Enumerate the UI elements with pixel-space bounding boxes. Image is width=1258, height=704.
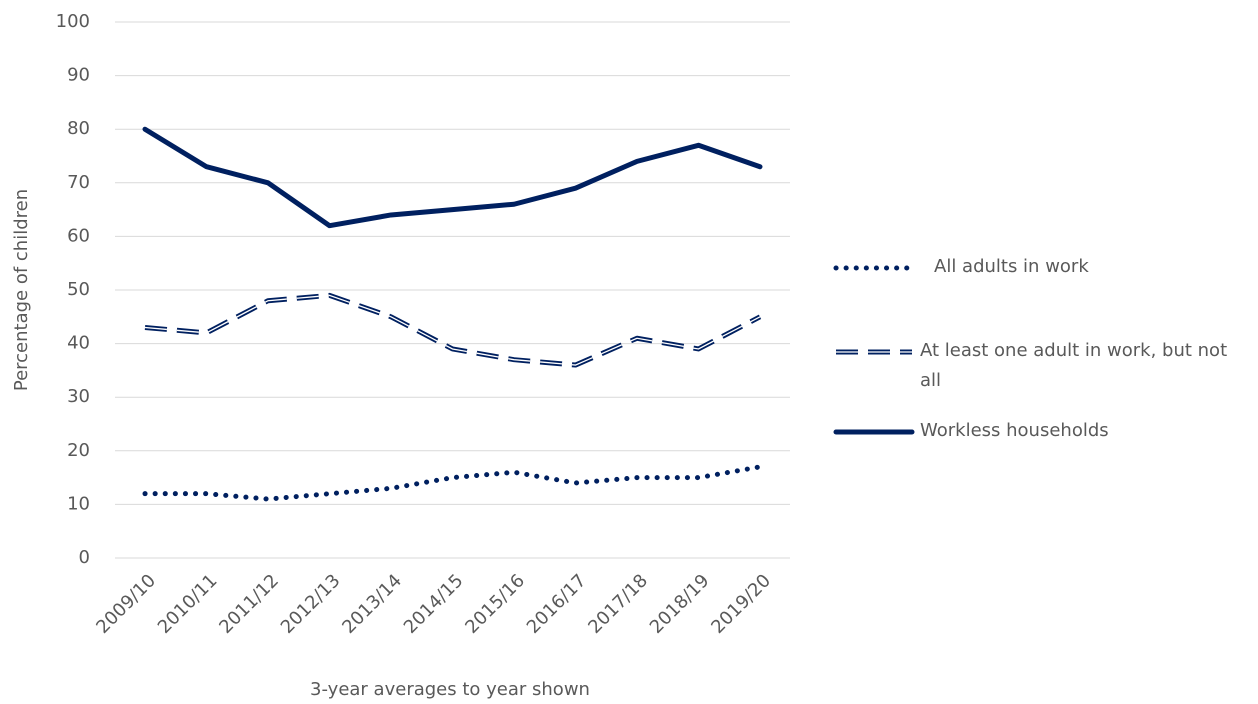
y-tick-label: 80 bbox=[67, 118, 90, 139]
legend-label: All adults in work bbox=[934, 256, 1089, 277]
x-axis-title: 3-year averages to year shown bbox=[310, 679, 590, 700]
y-tick-label: 70 bbox=[67, 172, 90, 193]
series-line bbox=[142, 126, 763, 229]
x-tick-label: 2010/11 bbox=[154, 570, 222, 638]
y-tick-label: 50 bbox=[67, 279, 90, 300]
x-tick-label: 2019/20 bbox=[707, 570, 775, 638]
y-tick-label: 100 bbox=[56, 11, 90, 32]
x-tick-label: 2018/19 bbox=[646, 570, 714, 638]
y-tick-label: 20 bbox=[67, 440, 90, 461]
y-tick-label: 0 bbox=[79, 547, 90, 568]
series-line bbox=[142, 464, 763, 502]
legend-label: At least one adult in work, but not all bbox=[920, 340, 1228, 391]
x-tick-label: 2012/13 bbox=[277, 570, 345, 638]
series-line bbox=[144, 292, 762, 368]
y-tick-label: 60 bbox=[67, 225, 90, 246]
y-tick-label: 90 bbox=[67, 65, 90, 86]
y-axis-title: Percentage of children bbox=[11, 189, 32, 391]
y-tick-label: 40 bbox=[67, 333, 90, 354]
x-tick-label: 2009/10 bbox=[92, 570, 160, 638]
series-line-inner bbox=[144, 294, 761, 366]
x-tick-label: 2014/15 bbox=[400, 570, 468, 638]
legend-label: Workless households bbox=[920, 420, 1109, 441]
y-tick-label: 30 bbox=[67, 386, 90, 407]
x-tick-label: 2013/14 bbox=[338, 570, 406, 638]
x-tick-label: 2015/16 bbox=[461, 570, 529, 638]
x-tick-label: 2016/17 bbox=[523, 570, 591, 638]
y-tick-label: 10 bbox=[67, 493, 90, 514]
x-tick-label: 2017/18 bbox=[584, 570, 652, 638]
x-tick-label: 2011/12 bbox=[215, 570, 283, 638]
